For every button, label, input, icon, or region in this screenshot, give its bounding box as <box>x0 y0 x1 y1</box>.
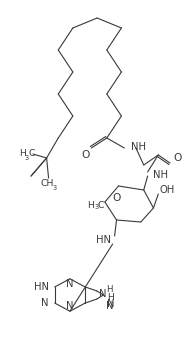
Text: OH: OH <box>159 185 175 195</box>
Text: H: H <box>106 285 113 294</box>
Text: 3: 3 <box>94 204 98 210</box>
Text: CH: CH <box>41 178 54 188</box>
Text: O: O <box>81 150 90 160</box>
Text: 3: 3 <box>24 155 28 161</box>
Text: H: H <box>19 148 26 158</box>
Text: HN: HN <box>96 235 111 245</box>
Text: O: O <box>174 153 182 163</box>
Text: 3: 3 <box>53 185 57 191</box>
Text: O: O <box>112 193 121 203</box>
Text: N: N <box>99 289 106 299</box>
Text: C: C <box>97 200 104 210</box>
Text: NH: NH <box>154 170 168 180</box>
Text: HN: HN <box>34 282 49 292</box>
Text: N: N <box>107 299 115 309</box>
Text: N: N <box>66 301 74 311</box>
Text: N: N <box>66 279 74 289</box>
Text: N: N <box>42 298 49 308</box>
Text: H: H <box>107 292 114 301</box>
Text: H: H <box>87 200 94 210</box>
Text: NH: NH <box>131 142 146 152</box>
Text: N: N <box>106 301 114 311</box>
Text: C: C <box>28 148 35 158</box>
